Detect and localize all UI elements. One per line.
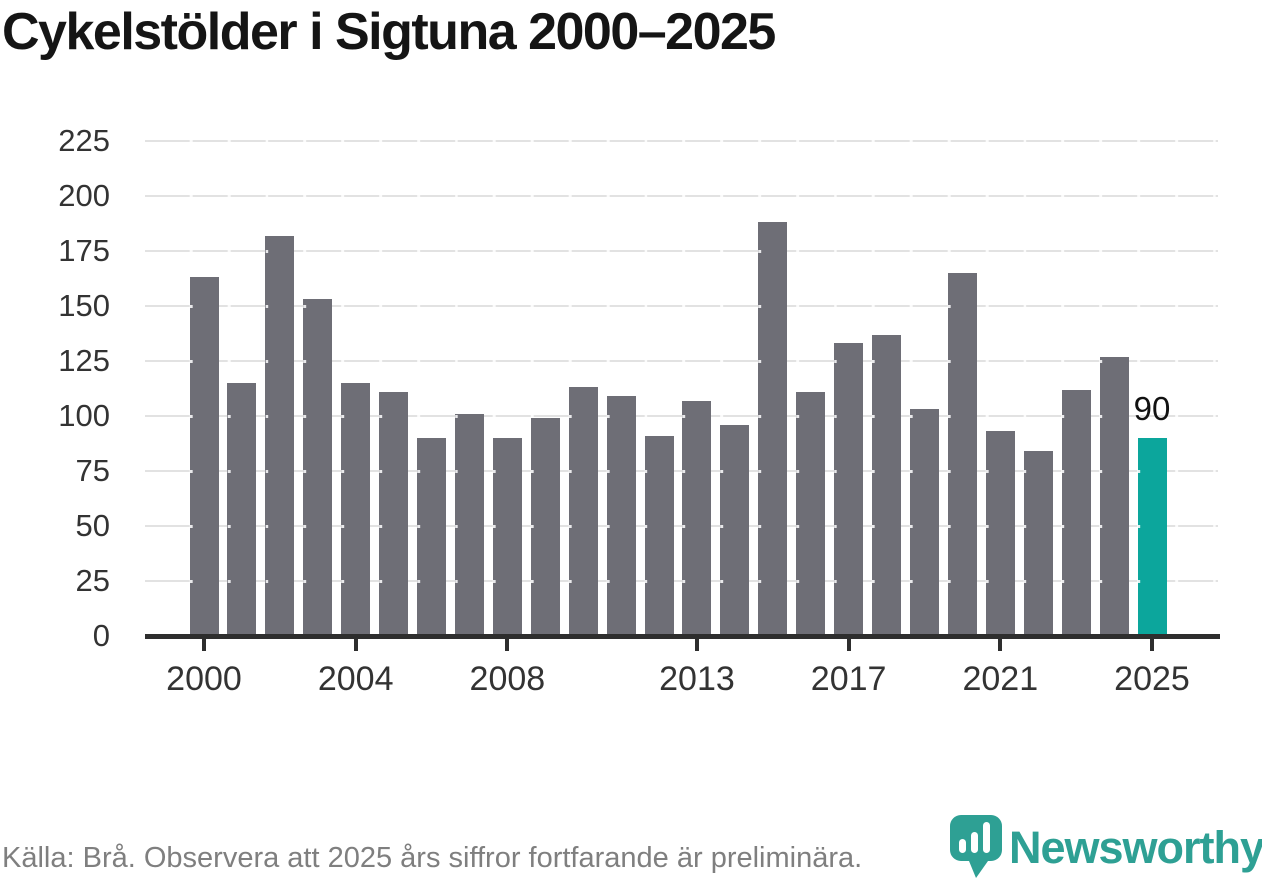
y-axis-label-200: 200	[58, 178, 110, 213]
y-axis-label-50: 50	[75, 508, 110, 543]
gridline-dots-200	[145, 195, 1218, 198]
y-axis-label-75: 75	[75, 453, 110, 488]
newsworthy-wordmark: Newsworthy	[1009, 822, 1262, 873]
y-axis-label-125: 125	[58, 343, 110, 378]
bar-2016	[796, 391, 826, 636]
source-note: Källa: Brå. Observera att 2025 års siffr…	[2, 842, 863, 874]
gridline-dots-100	[145, 415, 1218, 418]
bar-2001	[227, 383, 257, 636]
x-axis-tick-2013	[694, 638, 699, 651]
bar-2023	[1061, 389, 1091, 636]
bar-2010	[568, 387, 598, 636]
x-axis-label-2004: 2004	[317, 660, 394, 698]
bar-2021	[985, 431, 1015, 636]
y-axis-label-225: 225	[58, 123, 110, 158]
bar-2019	[909, 409, 939, 636]
x-axis-tick-2008	[505, 638, 510, 651]
y-axis-label-150: 150	[58, 288, 110, 323]
bar-2011	[606, 396, 636, 636]
bar-2017	[834, 343, 864, 636]
bar-2006	[417, 438, 447, 636]
y-axis-label-175: 175	[58, 233, 110, 268]
x-axis-tick-2017	[846, 638, 851, 651]
gridline-dots-150	[145, 305, 1218, 308]
newsworthy-logo: Newsworthy	[950, 815, 1262, 878]
bar-2014	[720, 424, 750, 636]
x-axis-line	[145, 633, 1220, 639]
gridline-dots-225	[145, 140, 1218, 143]
x-axis-label-2025: 2025	[1114, 660, 1190, 698]
x-axis-label-2013: 2013	[659, 660, 735, 698]
bar-2018	[872, 334, 902, 636]
gridline-dots-50	[145, 525, 1218, 528]
bar-2012	[644, 435, 674, 636]
bar-2024	[1099, 356, 1129, 636]
y-axis-label-100: 100	[58, 398, 110, 433]
bar-2022	[1023, 451, 1053, 636]
gridline-dots-125	[145, 360, 1218, 363]
bar-2003	[303, 299, 333, 636]
gridline-dots-75	[145, 470, 1218, 473]
y-axis-label-0: 0	[92, 618, 110, 653]
y-axis-label-25: 25	[75, 563, 110, 598]
bar-2008	[492, 438, 522, 636]
x-axis-label-2000: 2000	[166, 660, 242, 698]
bar-2002	[265, 235, 295, 636]
bar-2004	[341, 383, 371, 636]
bar-2020	[947, 273, 977, 636]
chart-title: Cykelstölder i Sigtuna 2000–2025	[2, 3, 776, 61]
bar-2013	[682, 400, 712, 636]
x-axis-tick-2021	[998, 638, 1003, 651]
highlight-value-label: 90	[1133, 390, 1171, 427]
x-axis-tick-2025	[1150, 638, 1154, 651]
x-axis-label-2017: 2017	[810, 660, 887, 698]
bar-2007	[454, 413, 484, 636]
bar-2015	[758, 222, 788, 636]
bar-2005	[379, 391, 409, 636]
bar-chart-speech-bubble-icon	[950, 815, 1002, 878]
bar-2025	[1137, 438, 1167, 636]
x-axis-label-2021: 2021	[962, 660, 1039, 698]
bar-2000	[189, 277, 219, 636]
x-axis-tick-2000	[202, 638, 206, 651]
gridline-dots-25	[145, 580, 1218, 583]
x-axis-label-2008: 2008	[469, 660, 546, 698]
x-axis-tick-2004	[353, 638, 358, 651]
gridline-dots-175	[145, 250, 1218, 253]
